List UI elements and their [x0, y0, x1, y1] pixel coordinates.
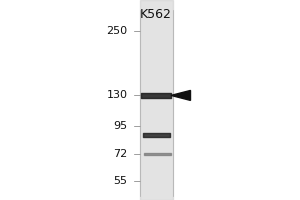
Text: K562: K562: [140, 8, 172, 21]
Text: 72: 72: [113, 149, 128, 159]
Text: 250: 250: [106, 26, 128, 36]
Text: 55: 55: [113, 176, 128, 186]
Bar: [140, 0, 172, 200]
Text: 130: 130: [106, 90, 128, 100]
Text: 95: 95: [113, 121, 128, 131]
Polygon shape: [171, 90, 190, 100]
